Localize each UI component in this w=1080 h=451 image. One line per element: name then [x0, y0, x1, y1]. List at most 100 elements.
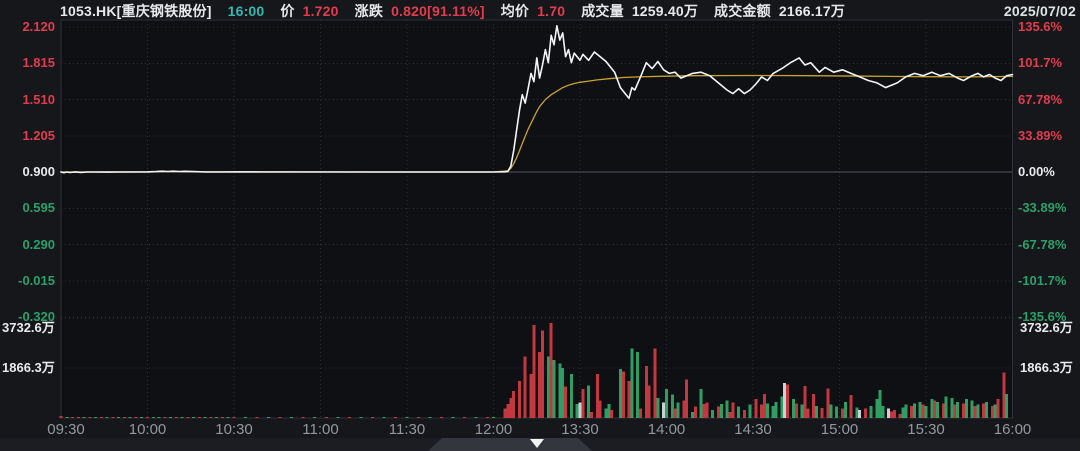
volume-bar [393, 417, 397, 418]
change-value: 0.820[91.11%] [391, 3, 485, 19]
volume-bar [506, 404, 510, 418]
volume-bar [581, 388, 585, 418]
volume-bar [840, 408, 844, 418]
volume-bar [820, 407, 824, 418]
time-axis-tick: 13:30 [561, 421, 599, 438]
volume-bar [892, 409, 896, 418]
volume-bar [910, 405, 914, 418]
volume-bar [690, 412, 694, 418]
volume-bar [737, 406, 741, 418]
volume-bar [88, 417, 92, 418]
volume-axis-label: 1866.3万 [2, 360, 55, 375]
volume-bar [163, 417, 167, 418]
right-axis-tick: 101.7% [1018, 55, 1063, 71]
volume-bar [964, 399, 968, 418]
avg-price-value: 1.70 [537, 3, 566, 19]
volume-bar [541, 330, 545, 418]
volume-bar [699, 388, 703, 418]
volume-bar [157, 417, 161, 418]
volume-axis-label: 3732.6万 [2, 320, 55, 335]
volume-bar [985, 401, 989, 418]
volume-bar [644, 365, 648, 418]
price-label: 价 [280, 3, 295, 19]
volume-bar [956, 401, 960, 418]
volume-bar [774, 401, 778, 418]
left-axis-tick: 1.815 [22, 55, 55, 71]
volume-bar [682, 400, 686, 418]
left-axis-tick: 1.205 [22, 127, 55, 143]
volume-bar [122, 417, 126, 418]
volume-bar [656, 398, 660, 418]
volume-bar [146, 417, 149, 418]
volume-bar [569, 373, 573, 418]
volume-label: 成交量 [581, 3, 624, 19]
volume-bar [662, 402, 666, 418]
volume-bar [976, 404, 980, 418]
volume-bar [742, 409, 746, 418]
volume-bar [370, 417, 374, 418]
volume-bar [716, 406, 720, 418]
scrollbar-triangle-icon[interactable] [530, 439, 544, 448]
volume-bar [220, 417, 224, 418]
volume-bar [728, 412, 732, 418]
right-axis-tick: 0.00% [1018, 164, 1055, 179]
volume-bar [898, 413, 902, 418]
left-axis-tick: 0.595 [22, 200, 55, 216]
volume-bar [180, 417, 184, 418]
volume-bar [105, 417, 109, 418]
time-axis-tick: 10:30 [215, 421, 253, 438]
volume-bar [347, 417, 351, 418]
volume-bar [267, 417, 271, 418]
time-axis-tick: 16:00 [993, 421, 1032, 438]
volume-bar [82, 417, 86, 418]
volume-bar [587, 385, 591, 418]
avg-price-label: 均价 [500, 3, 530, 19]
right-axis-tick: -33.89% [1018, 200, 1067, 216]
chart-frame [60, 19, 1013, 419]
volume-bar [1005, 393, 1009, 418]
left-axis-tick: -0.320 [18, 309, 55, 324]
volume-bar [791, 399, 795, 418]
quote-date: 2025/07/02 [1003, 3, 1076, 19]
volume-bar [731, 402, 735, 418]
volume-bar [203, 417, 207, 418]
volume-bar [670, 394, 674, 418]
volume-bar [492, 417, 495, 418]
volume-bar [382, 417, 386, 418]
volume-bar [863, 408, 867, 418]
volume-bar [803, 385, 807, 418]
time-axis-tick: 15:30 [907, 421, 945, 438]
volume-bar [290, 417, 294, 418]
volume-bar [636, 351, 640, 418]
volume-bar [209, 417, 213, 418]
volume-bar [215, 417, 219, 418]
volume-bar [786, 384, 790, 418]
volume-bar [936, 401, 940, 418]
change-label: 涨跌 [354, 3, 384, 19]
volume-bar [826, 388, 830, 418]
volume-bar [993, 404, 997, 418]
scrollbar-handle[interactable] [428, 438, 592, 451]
volume-bar [829, 404, 833, 418]
volume-bar [783, 383, 787, 418]
time-axis-tick: 09:30 [47, 421, 85, 438]
volume-bar [924, 405, 928, 418]
volume-bar [197, 417, 201, 418]
volume-bar [627, 380, 631, 418]
volume-bar [186, 417, 190, 418]
volume-bar [647, 385, 651, 418]
time-axis-tick: 14:30 [734, 421, 772, 438]
volume-bar [881, 405, 885, 418]
volume-bar [71, 417, 75, 418]
volume-bar [301, 417, 305, 418]
volume-bar [463, 417, 467, 418]
time-axis-tick: 10:00 [128, 421, 167, 438]
volume-bar [417, 417, 421, 418]
volume-bar [748, 404, 752, 418]
volume-bar [930, 399, 934, 418]
volume-bar [174, 417, 178, 418]
volume-bar [950, 397, 954, 418]
volume-bar [111, 417, 115, 418]
volume-bar [673, 408, 677, 418]
